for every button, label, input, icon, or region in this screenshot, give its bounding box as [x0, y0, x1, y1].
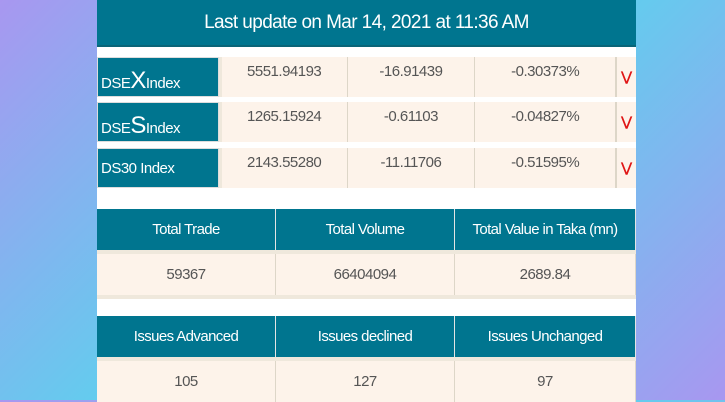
index-letter: X — [130, 67, 146, 94]
index-change: -11.11706 — [347, 148, 476, 188]
index-name[interactable]: DSE S Index — [97, 102, 219, 142]
double-chevron-down-icon: ⋁ — [616, 102, 637, 142]
index-percent: -0.04827% — [475, 102, 617, 142]
double-chevron-down-icon: ⋁ — [616, 148, 637, 188]
header-total-trade: Total Trade — [97, 209, 276, 250]
issues-declined-value: 127 — [276, 361, 455, 402]
header-issues-declined: Issues declined — [276, 316, 455, 357]
header-issues-advanced: Issues Advanced — [97, 316, 276, 357]
index-prefix: DSE — [101, 120, 131, 137]
index-row-dsex: DSE X Index 5551.94193 -16.91439 -0.30373… — [97, 57, 637, 97]
double-chevron-down-icon: ⋁ — [616, 57, 637, 97]
index-change: -0.61103 — [347, 102, 476, 142]
index-suffix: Index — [145, 75, 181, 92]
index-percent: -0.30373% — [475, 57, 617, 97]
index-name[interactable]: DSE X Index — [97, 57, 219, 97]
index-prefix: DS30 Index — [101, 159, 175, 177]
header-total-volume: Total Volume — [276, 209, 455, 250]
index-percent: -0.51595% — [475, 148, 617, 188]
index-row-dses: DSE S Index 1265.15924 -0.61103 -0.04827%… — [97, 102, 637, 142]
index-letter: S — [130, 112, 146, 139]
index-row-ds30: DS30 Index 2143.55280 -11.11706 -0.51595… — [97, 148, 637, 188]
total-trade-value: 59367 — [97, 254, 276, 295]
total-taka-value: 2689.84 — [455, 254, 636, 295]
index-value: 1265.15924 — [221, 102, 348, 142]
issues-summary-table: Issues Advanced Issues declined Issues U… — [97, 316, 636, 402]
market-panel: Last update on Mar 14, 2021 at 11:36 AM … — [97, 0, 637, 402]
index-name[interactable]: DS30 Index — [97, 148, 219, 188]
header-issues-unchanged: Issues Unchanged — [455, 316, 636, 357]
index-prefix: DSE — [101, 75, 131, 92]
trade-summary-table: Total Trade Total Volume Total Value in … — [97, 209, 636, 299]
last-update-text: Last update on Mar 14, 2021 at 11:36 AM — [204, 11, 529, 33]
issues-advanced-value: 105 — [97, 361, 276, 402]
index-value: 5551.94193 — [221, 57, 348, 97]
index-change: -16.91439 — [347, 57, 476, 97]
index-suffix: Index — [145, 120, 181, 137]
last-update-header: Last update on Mar 14, 2021 at 11:36 AM — [97, 0, 636, 47]
total-volume-value: 66404094 — [276, 254, 455, 295]
index-value: 2143.55280 — [221, 148, 348, 188]
header-total-value: Total Value in Taka (mn) — [455, 209, 636, 250]
issues-unchanged-value: 97 — [455, 361, 636, 402]
